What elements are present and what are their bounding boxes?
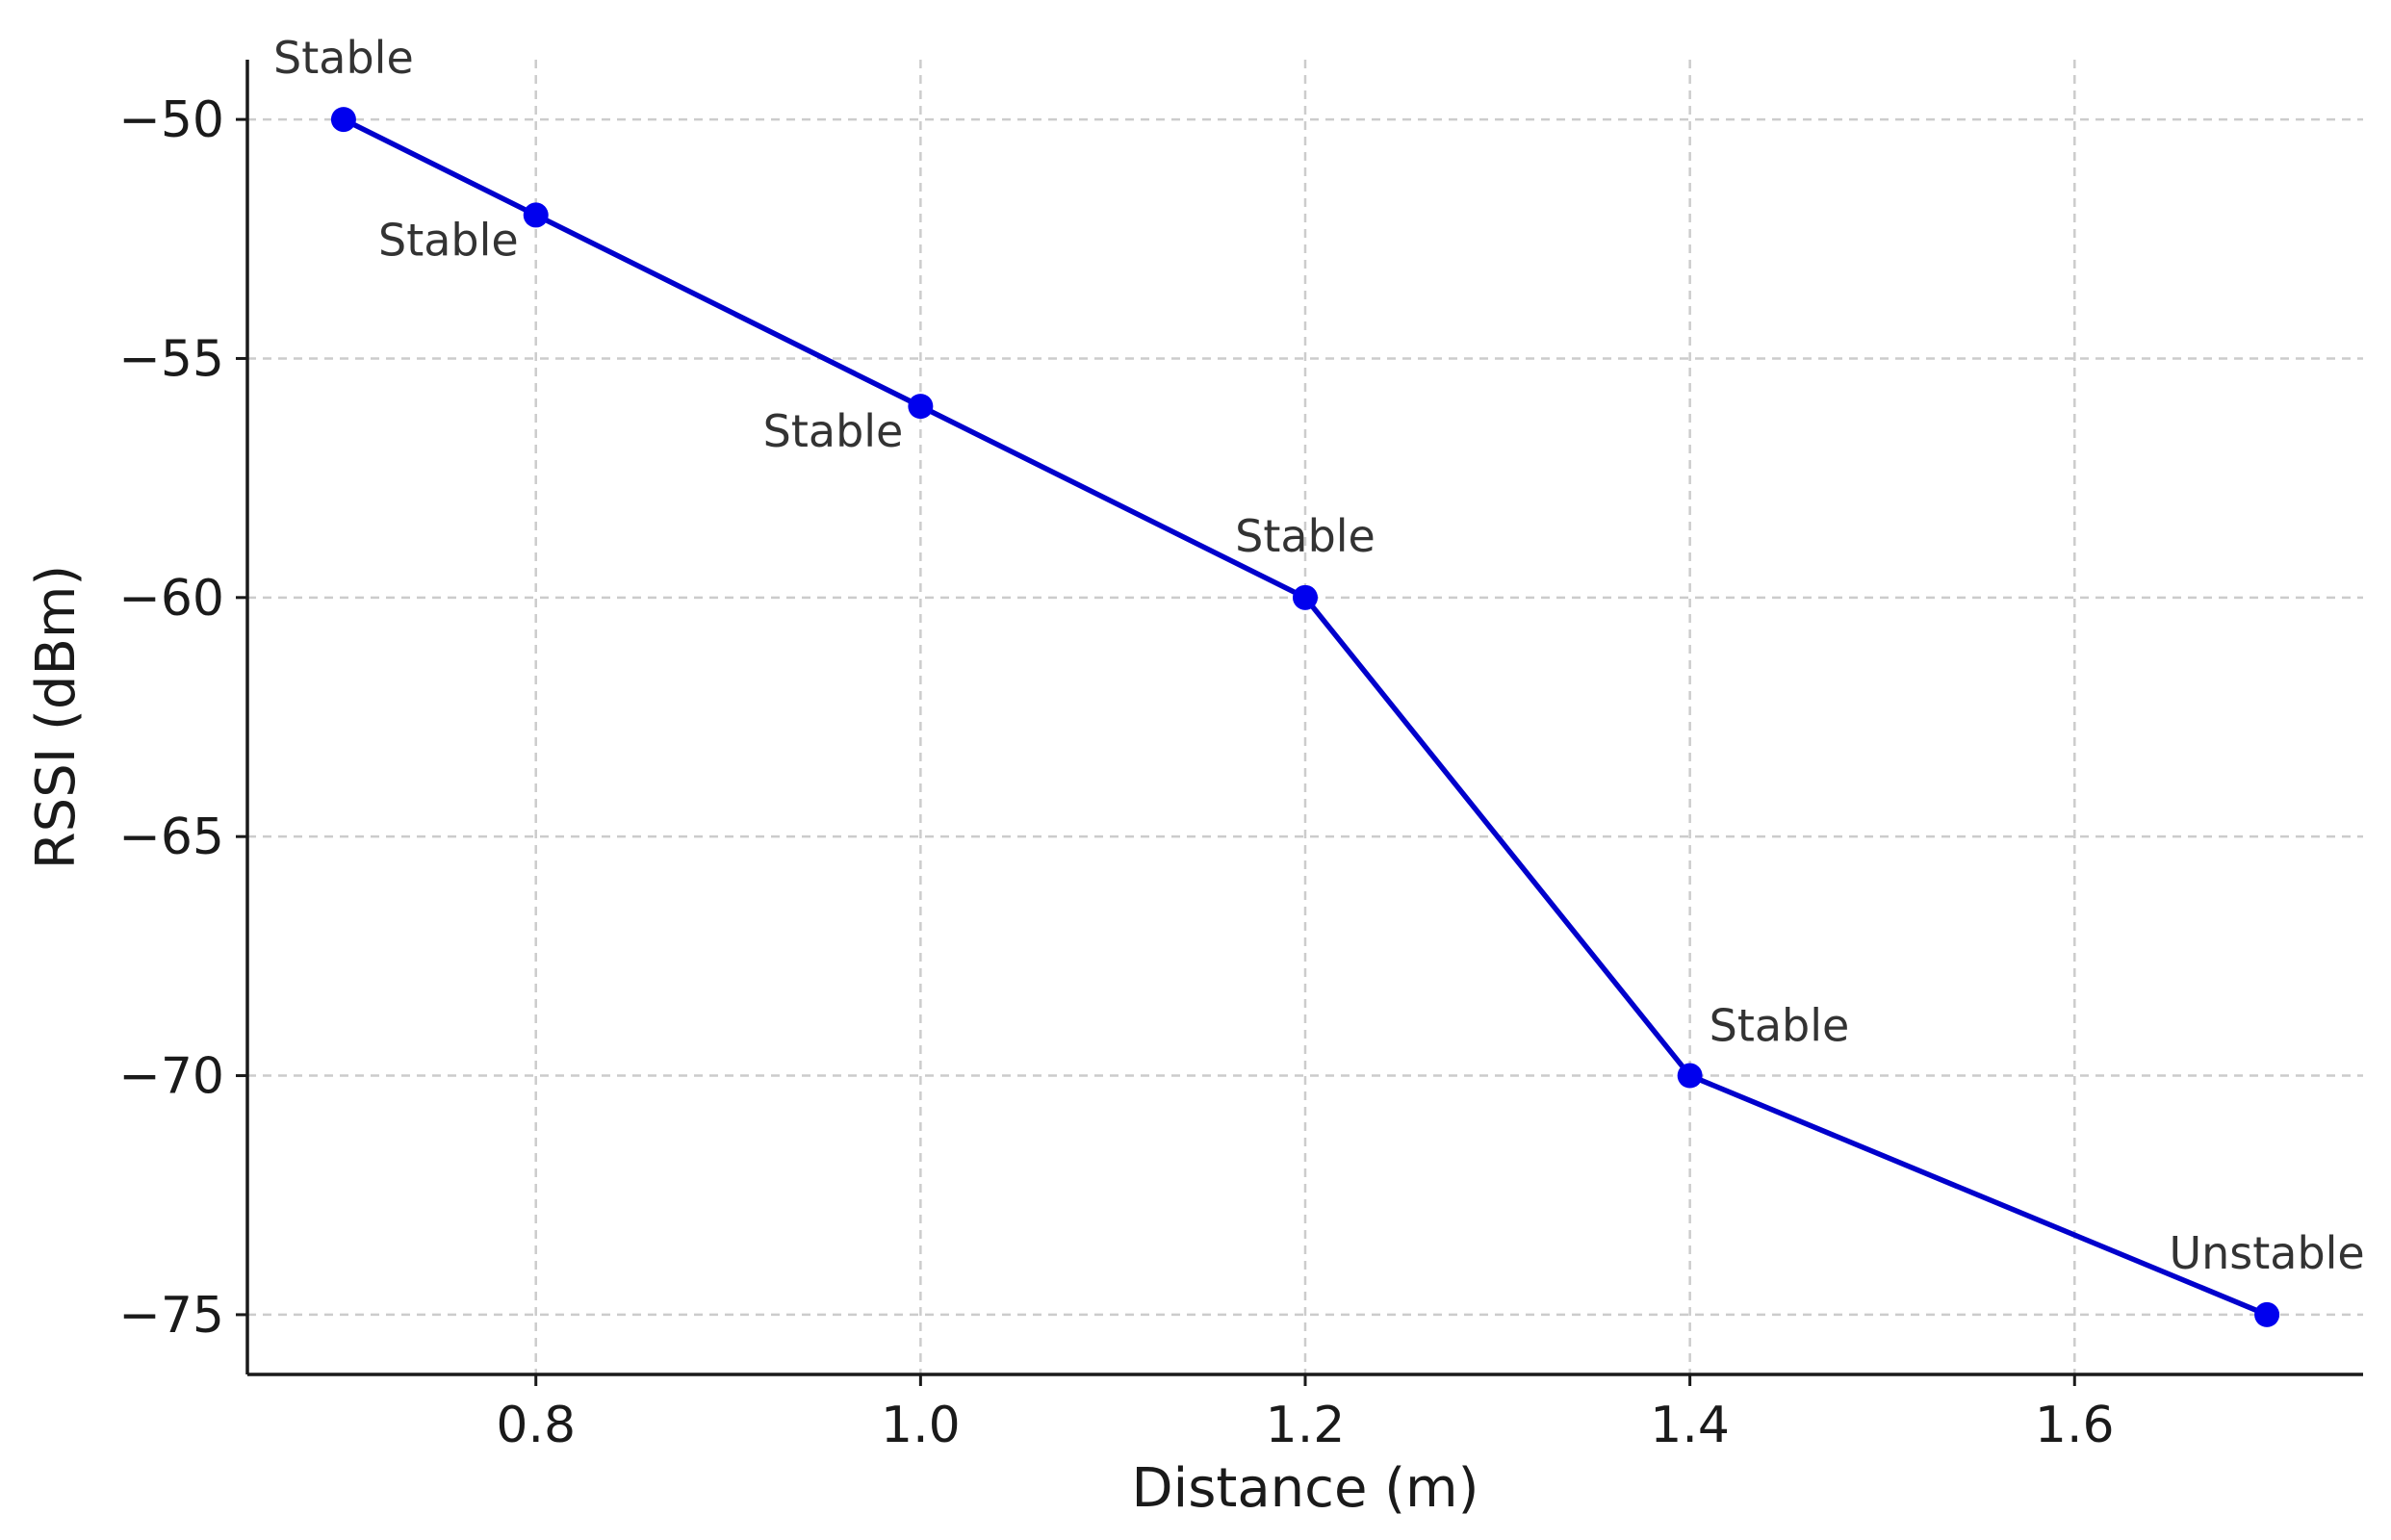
y-tick-label: −65 — [118, 808, 224, 866]
x-tick-label: 1.0 — [881, 1397, 961, 1454]
data-point — [523, 202, 549, 228]
point-annotation: Stable — [378, 214, 519, 266]
y-tick-label: −60 — [118, 570, 224, 628]
y-tick-label: −70 — [118, 1048, 224, 1106]
y-tick-label: −55 — [118, 330, 224, 388]
x-tick-label: 1.2 — [1266, 1397, 1346, 1454]
data-point — [2254, 1301, 2280, 1327]
data-point — [330, 107, 356, 133]
y-axis-title: RSSI (dBm) — [25, 565, 88, 870]
grid-layer — [247, 60, 2363, 1374]
x-axis-title: Distance (m) — [1132, 1457, 1479, 1520]
series-line — [341, 116, 2270, 1318]
point-annotation: Stable — [1235, 510, 1375, 562]
series-layer — [330, 107, 2280, 1327]
point-annotation: Stable — [763, 405, 904, 457]
x-tick-label: 1.4 — [1650, 1397, 1730, 1454]
point-annotation: Unstable — [2169, 1227, 2364, 1279]
data-point — [908, 394, 934, 420]
y-tick-label: −50 — [118, 91, 224, 149]
data-point — [1293, 584, 1318, 610]
annotation-layer: Stable Stable Stable Stable Stable Unstable — [273, 32, 2365, 1279]
x-tick-label: 0.8 — [496, 1397, 576, 1454]
point-annotation: Stable — [1710, 1000, 1850, 1052]
data-point — [1677, 1063, 1703, 1089]
x-tick-label: 1.6 — [2035, 1397, 2115, 1454]
point-annotation: Stable — [273, 32, 414, 84]
y-tick-label: −75 — [118, 1287, 224, 1345]
axes-layer: 0.8 1.0 1.2 1.4 1.6 −50 −55 −60 −65 −70 −75 — [118, 60, 2363, 1454]
